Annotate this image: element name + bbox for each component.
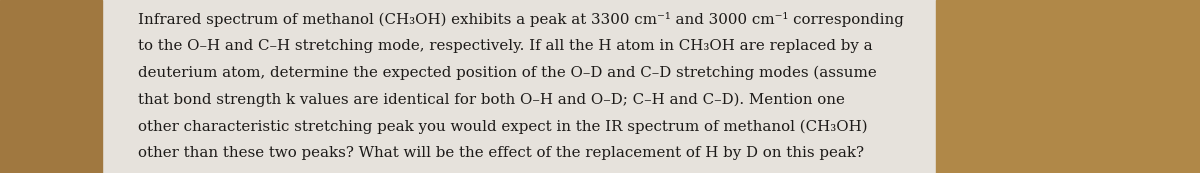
Text: other characteristic stretching peak you would expect in the IR spectrum of meth: other characteristic stretching peak you… [138,119,868,134]
Text: other than these two peaks? What will be the effect of the replacement of H by D: other than these two peaks? What will be… [138,146,864,160]
Text: that bond strength k values are identical for both O–H and O–D; C–H and C–D). Me: that bond strength k values are identica… [138,93,845,107]
Text: to the O–H and C–H stretching mode, respectively. If all the H atom in CH₃OH are: to the O–H and C–H stretching mode, resp… [138,39,872,53]
Text: deuterium atom, determine the expected position of the O–D and C–D stretching mo: deuterium atom, determine the expected p… [138,66,877,80]
Bar [0,0,102,173]
Text: Infrared spectrum of methanol (CH₃OH) exhibits a peak at 3300 cm⁻¹ and 3000 cm⁻¹: Infrared spectrum of methanol (CH₃OH) ex… [138,12,904,27]
Bar [936,0,1200,173]
